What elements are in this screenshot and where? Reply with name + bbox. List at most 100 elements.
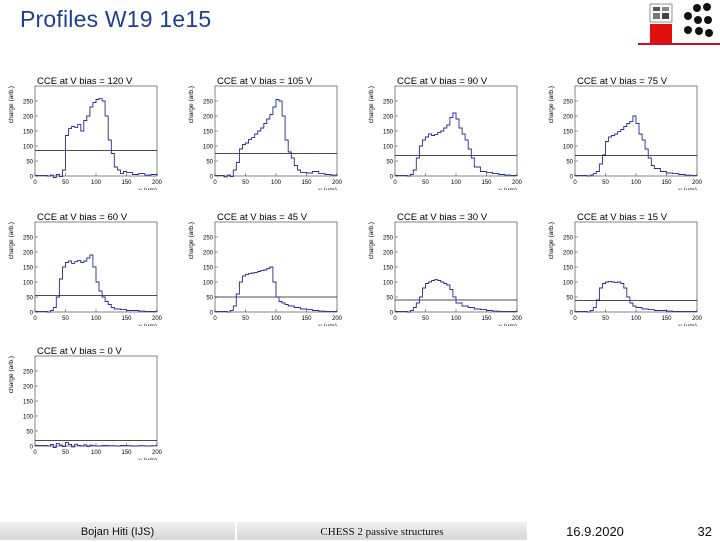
plot-frame <box>34 355 158 447</box>
y-tick-label: 0 <box>210 175 214 181</box>
y-tick-label: 0 <box>390 175 394 181</box>
x-tick-label: 50 <box>242 316 249 322</box>
chart-title: CCE at V bias = 60 V <box>37 212 128 223</box>
y-tick-label: 150 <box>563 130 574 136</box>
x-tick-label: 100 <box>631 316 642 322</box>
x-tick-label: 200 <box>152 450 163 456</box>
y-tick-label: 50 <box>386 296 393 302</box>
x-axis-label: y (µm) <box>138 187 157 190</box>
series-line <box>575 115 697 177</box>
y-tick-label: 250 <box>203 100 214 106</box>
chart-title: CCE at V bias = 75 V <box>577 76 668 87</box>
x-tick-label: 150 <box>301 316 312 322</box>
footer-author: Bojan Hiti (IJS) <box>0 522 235 540</box>
x-tick-label: 100 <box>91 450 102 456</box>
footer-date: 16.9.2020 <box>566 524 624 539</box>
y-axis-label: charge (arb.) <box>368 86 375 123</box>
y-axis-label: charge (arb.) <box>548 86 555 123</box>
y-tick-label: 50 <box>26 160 33 166</box>
y-axis-label: charge (arb.) <box>368 222 375 259</box>
y-tick-label: 200 <box>23 385 34 391</box>
y-axis-label: charge (arb.) <box>188 222 195 259</box>
x-tick-label: 200 <box>332 316 343 322</box>
y-tick-label: 100 <box>203 145 214 151</box>
y-axis-label: charge (arb.) <box>8 356 15 393</box>
x-tick-label: 200 <box>512 180 523 186</box>
y-tick-label: 250 <box>563 236 574 242</box>
x-tick-label: 0 <box>393 180 397 186</box>
y-tick-label: 250 <box>23 370 34 376</box>
footer-page-number: 32 <box>697 524 712 539</box>
x-axis-label: y (µm) <box>138 457 157 460</box>
x-tick-label: 150 <box>121 450 132 456</box>
footer-title: CHESS 2 passive structures <box>237 522 527 540</box>
y-tick-label: 150 <box>23 130 34 136</box>
x-tick-label: 200 <box>512 316 523 322</box>
y-tick-label: 50 <box>206 296 213 302</box>
x-tick-label: 150 <box>661 180 672 186</box>
y-tick-label: 250 <box>383 236 394 242</box>
y-tick-label: 250 <box>203 236 214 242</box>
series-line <box>35 254 157 313</box>
series-line <box>35 98 158 178</box>
y-tick-label: 200 <box>563 115 574 121</box>
y-tick-label: 100 <box>23 145 34 151</box>
y-tick-label: 0 <box>570 311 574 317</box>
y-tick-label: 100 <box>383 145 394 151</box>
institute-logo <box>638 0 720 46</box>
x-tick-label: 150 <box>481 180 492 186</box>
y-tick-label: 100 <box>383 281 394 287</box>
x-tick-label: 200 <box>692 180 703 186</box>
x-tick-label: 100 <box>91 180 102 186</box>
x-tick-label: 0 <box>33 180 37 186</box>
y-tick-label: 0 <box>210 311 214 317</box>
y-tick-label: 200 <box>23 251 34 257</box>
x-tick-label: 150 <box>301 180 312 186</box>
y-tick-label: 200 <box>563 251 574 257</box>
x-axis-label: y (µm) <box>318 187 337 190</box>
chart-title: CCE at V bias = 120 V <box>37 76 133 87</box>
plot-frame <box>394 85 518 177</box>
y-tick-label: 250 <box>383 100 394 106</box>
y-tick-label: 150 <box>203 266 214 272</box>
x-tick-label: 100 <box>631 180 642 186</box>
series-line <box>215 99 338 178</box>
x-tick-label: 0 <box>573 316 577 322</box>
series-line <box>395 112 518 177</box>
x-tick-label: 100 <box>271 316 282 322</box>
chart-title: CCE at V bias = 90 V <box>397 76 488 87</box>
chart-title: CCE at V bias = 45 V <box>217 212 308 223</box>
chart-7: CCE at V bias = 15 V 0 50 100 150 200 250 0 50 10… <box>545 208 705 326</box>
y-tick-label: 0 <box>30 311 34 317</box>
y-tick-label: 150 <box>563 266 574 272</box>
y-tick-label: 0 <box>30 445 34 451</box>
x-tick-label: 0 <box>393 316 397 322</box>
series-line <box>215 266 337 313</box>
x-tick-label: 100 <box>451 316 462 322</box>
x-tick-label: 50 <box>242 180 249 186</box>
y-tick-label: 200 <box>203 251 214 257</box>
plot-frame <box>574 85 698 177</box>
y-tick-label: 200 <box>23 115 34 121</box>
x-tick-label: 50 <box>62 180 69 186</box>
chart-8: CCE at V bias = 0 V 0 50 100 150 200 250 0 50 100… <box>5 342 165 460</box>
x-tick-label: 50 <box>422 316 429 322</box>
y-axis-label: charge (arb.) <box>188 86 195 123</box>
chart-title: CCE at V bias = 30 V <box>397 212 488 223</box>
x-tick-label: 0 <box>33 316 37 322</box>
x-tick-label: 200 <box>692 316 703 322</box>
y-tick-label: 100 <box>563 281 574 287</box>
y-tick-label: 200 <box>203 115 214 121</box>
y-tick-label: 100 <box>23 281 34 287</box>
y-tick-label: 50 <box>566 296 573 302</box>
y-axis-label: charge (arb.) <box>548 222 555 259</box>
y-tick-label: 250 <box>23 236 34 242</box>
y-tick-label: 150 <box>203 130 214 136</box>
chart-2: CCE at V bias = 90 V 0 50 100 150 200 250 0 50 10… <box>365 72 525 190</box>
y-tick-label: 0 <box>570 175 574 181</box>
x-tick-label: 200 <box>152 316 163 322</box>
y-tick-label: 0 <box>30 175 34 181</box>
chart-3: CCE at V bias = 75 V 0 50 100 150 200 250 0 50 10… <box>545 72 705 190</box>
x-tick-label: 100 <box>271 180 282 186</box>
y-tick-label: 100 <box>203 281 214 287</box>
